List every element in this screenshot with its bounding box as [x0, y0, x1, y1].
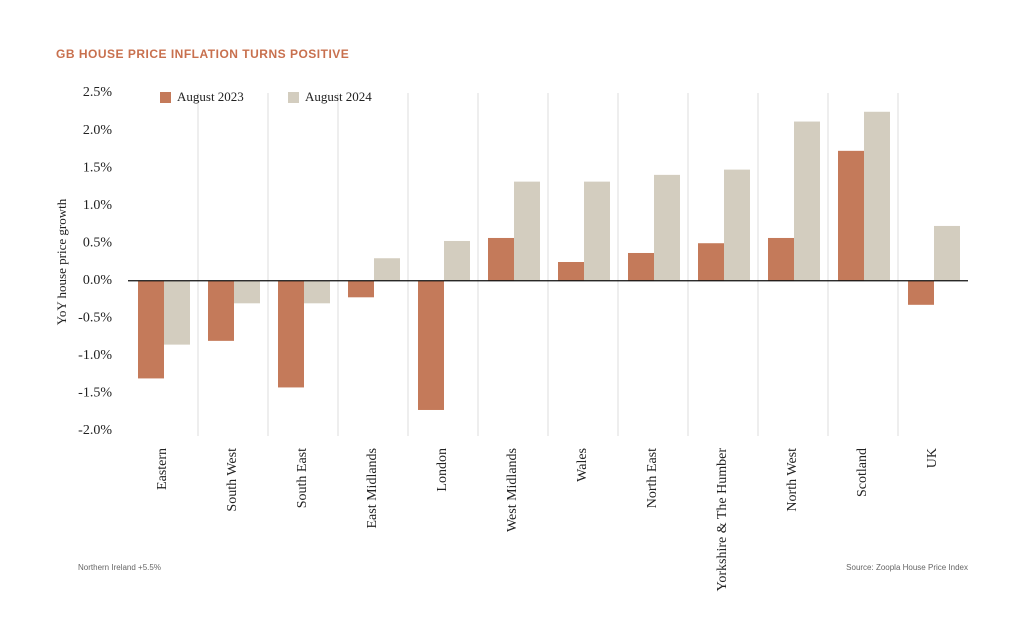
bar	[864, 111, 890, 281]
bar	[444, 240, 470, 281]
legend-swatch	[160, 92, 171, 103]
x-tick-label: North West	[785, 448, 800, 512]
bar	[794, 121, 820, 281]
bar	[768, 237, 794, 281]
y-tick-label: -0.5%	[78, 311, 112, 326]
bar	[908, 280, 934, 305]
x-tick-label: Wales	[575, 448, 590, 482]
bar	[488, 237, 514, 281]
y-tick-label: 2.0%	[83, 123, 113, 138]
bar	[374, 258, 400, 281]
source: Source: Zoopla House Price Index	[846, 563, 968, 572]
bar	[418, 280, 444, 410]
bar	[304, 280, 330, 304]
bar	[838, 150, 864, 281]
x-tick-label: North East	[645, 448, 660, 508]
legend-swatch	[288, 92, 299, 103]
bar	[164, 280, 190, 345]
bar	[934, 225, 960, 281]
x-tick-label: Scotland	[855, 448, 870, 497]
bar	[654, 174, 680, 281]
bar	[698, 243, 724, 281]
bar	[628, 252, 654, 281]
x-tick-label: London	[435, 448, 450, 492]
bar	[348, 280, 374, 298]
bar	[724, 169, 750, 281]
bar	[278, 280, 304, 388]
y-tick-label: 0.5%	[83, 235, 113, 250]
x-tick-label: Eastern	[155, 448, 170, 490]
x-tick-label: South East	[295, 448, 310, 508]
y-tick-label: -2.0%	[78, 423, 112, 438]
y-tick-label: 1.0%	[83, 198, 113, 213]
x-tick-label: South West	[225, 448, 240, 512]
chart-title: GB HOUSE PRICE INFLATION TURNS POSITIVE	[56, 47, 349, 61]
x-tick-label: West Midlands	[505, 448, 520, 532]
bar	[558, 262, 584, 281]
y-tick-label: 2.5%	[83, 85, 113, 100]
y-axis-label: YoY house price growth	[54, 198, 69, 325]
legend-label: August 2024	[305, 89, 372, 104]
y-tick-label: -1.0%	[78, 348, 112, 363]
x-tick-label: Yorkshire & The Humber	[715, 448, 730, 592]
x-tick-label: UK	[925, 448, 940, 468]
y-tick-label: 1.5%	[83, 160, 113, 175]
y-tick-label: 0.0%	[83, 273, 113, 288]
bar	[208, 280, 234, 341]
bar	[584, 181, 610, 281]
y-tick-label: -1.5%	[78, 386, 112, 401]
bar	[138, 280, 164, 379]
bar	[514, 181, 540, 281]
bar	[234, 280, 260, 304]
footnote: Northern Ireland +5.5%	[78, 563, 161, 572]
x-tick-label: East Midlands	[365, 448, 380, 529]
legend-label: August 2023	[177, 89, 244, 104]
